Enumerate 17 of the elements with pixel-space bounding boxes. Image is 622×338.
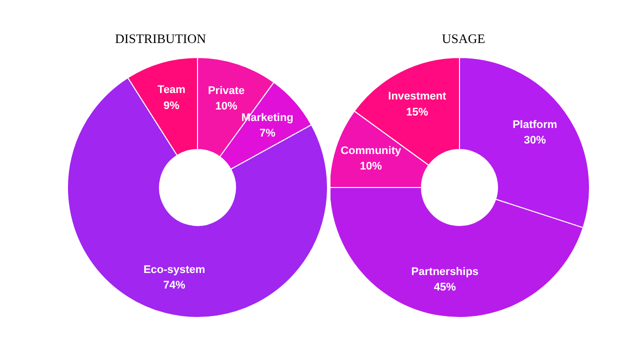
- data-label: 74%: [163, 280, 186, 292]
- data-label: 10%: [360, 160, 382, 172]
- chart-title: DISTRIBUTION: [115, 31, 207, 46]
- slice-label: Eco-system: [143, 264, 206, 276]
- data-label: 7%: [259, 128, 276, 140]
- data-label: 30%: [524, 134, 546, 147]
- slice-label: Partnerships: [411, 266, 479, 278]
- data-label: 10%: [215, 100, 238, 113]
- slice-label: Platform: [512, 118, 558, 131]
- chart-title: USAGE: [442, 31, 486, 46]
- data-label: 9%: [164, 100, 180, 112]
- data-label: 45%: [434, 281, 456, 294]
- slice-label: Investment: [388, 90, 447, 103]
- slice-label: Private: [208, 85, 245, 98]
- slice-label: Community: [340, 144, 402, 157]
- data-label: 15%: [406, 106, 428, 118]
- slice-label: Team: [158, 84, 186, 96]
